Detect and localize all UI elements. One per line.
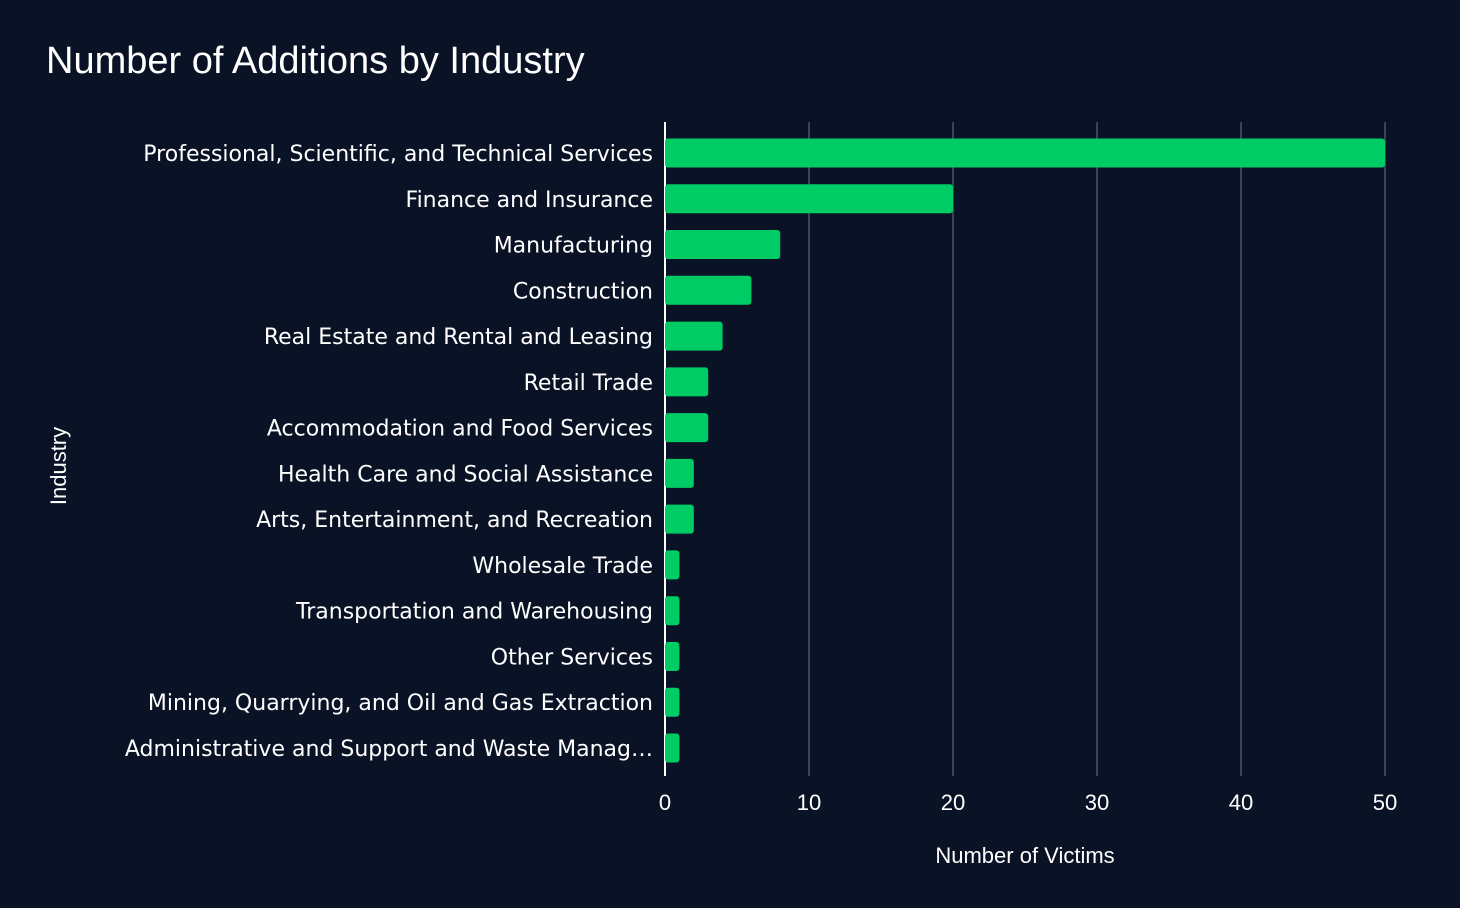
x-tick-layer: 0 10 20 30 40 50 [659,790,1397,815]
category-label: Manufacturing [494,234,653,259]
y-axis-title: Industry [46,427,71,505]
x-tick-label: 10 [797,790,821,815]
category-label: Accommodation and Food Services [267,417,653,442]
bar[interactable] [665,413,709,443]
category-label-layer: Professional, Scientific, and Technical … [125,142,653,762]
grid-layer [664,122,1386,776]
x-tick-label: 0 [659,790,671,815]
x-tick-label: 50 [1373,790,1397,815]
x-axis-title: Number of Victims [935,843,1114,868]
bar[interactable] [665,687,680,717]
bar[interactable] [665,230,781,260]
x-tick-label: 40 [1229,790,1253,815]
category-label: Arts, Entertainment, and Recreation [256,508,653,533]
category-label: Construction [513,279,653,304]
chart-title: Number of Additions by Industry [46,40,585,82]
x-tick-label: 20 [941,790,965,815]
category-label: Wholesale Trade [472,554,653,579]
category-label: Health Care and Social Assistance [278,462,653,487]
bar[interactable] [665,184,953,214]
bar[interactable] [665,138,1385,168]
category-label: Mining, Quarrying, and Oil and Gas Extra… [148,691,653,716]
bar[interactable] [665,367,709,397]
bar[interactable] [665,321,723,351]
bar[interactable] [665,275,752,305]
x-tick-label: 30 [1085,790,1109,815]
category-label: Administrative and Support and Waste Man… [125,737,653,762]
category-label: Real Estate and Rental and Leasing [264,325,653,350]
bar[interactable] [665,641,680,671]
bar[interactable] [665,596,680,626]
category-label: Other Services [491,645,653,670]
bar-layer [665,138,1385,763]
bar[interactable] [665,733,680,763]
category-label: Transportation and Warehousing [295,600,653,625]
bar[interactable] [665,504,694,534]
bar[interactable] [665,458,694,488]
category-label: Retail Trade [524,371,653,396]
category-label: Finance and Insurance [406,188,653,213]
bar[interactable] [665,550,680,580]
category-label: Professional, Scientific, and Technical … [143,142,653,167]
